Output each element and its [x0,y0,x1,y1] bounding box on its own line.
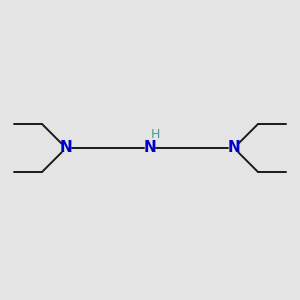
Text: N: N [144,140,156,155]
Text: N: N [60,140,72,155]
Text: H: H [150,128,160,140]
Text: N: N [228,140,240,155]
